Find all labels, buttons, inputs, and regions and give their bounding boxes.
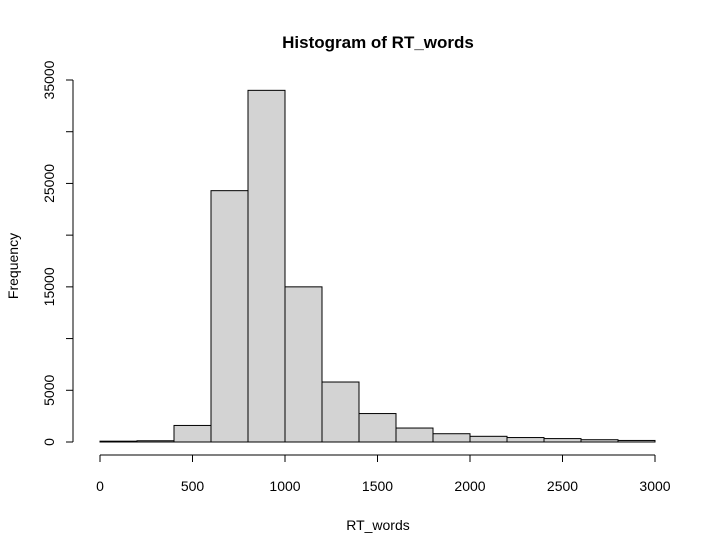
histogram-bar-3: [210, 190, 249, 443]
y-tick-label-3: 25000: [41, 164, 57, 203]
y-tick-label-4: 35000: [41, 60, 57, 99]
histogram-bar-2: [173, 424, 212, 443]
histogram-bar-12: [543, 438, 582, 443]
x-tick-label-1: 500: [181, 478, 205, 494]
histogram-bar-4: [247, 89, 286, 443]
histogram-bar-13: [580, 439, 619, 443]
x-axis-label: RT_words: [346, 517, 410, 533]
histogram-bar-11: [506, 437, 545, 443]
y-axis-label: Frequency: [5, 233, 21, 299]
x-tick-label-0: 0: [96, 478, 104, 494]
x-axis: 0 500 1000 1500 2000 2500 3000: [96, 454, 671, 494]
histogram-bar-10: [469, 435, 508, 443]
x-tick-label-3: 1500: [362, 478, 393, 494]
x-tick-label-4: 2000: [454, 478, 485, 494]
histogram-bar-5: [284, 286, 323, 443]
x-tick-label-6: 3000: [639, 478, 670, 494]
y-axis: 0 5000 15000 25000 35000: [41, 60, 74, 446]
y-tick-label-2: 15000: [41, 267, 57, 306]
histogram-bar-0: [99, 440, 138, 443]
histogram-bar-7: [358, 413, 397, 443]
bars-group: [99, 89, 656, 443]
histogram-bar-14: [617, 439, 656, 443]
x-tick-label-5: 2500: [547, 478, 578, 494]
y-tick-label-1: 5000: [41, 375, 57, 406]
x-tick-label-2: 1000: [269, 478, 300, 494]
histogram-bar-8: [395, 427, 434, 443]
histogram-bar-9: [432, 433, 471, 443]
histogram-bar-6: [321, 381, 360, 443]
histogram-bar-1: [136, 440, 175, 443]
chart-title: Histogram of RT_words: [282, 33, 474, 52]
y-tick-label-0: 0: [41, 438, 57, 446]
